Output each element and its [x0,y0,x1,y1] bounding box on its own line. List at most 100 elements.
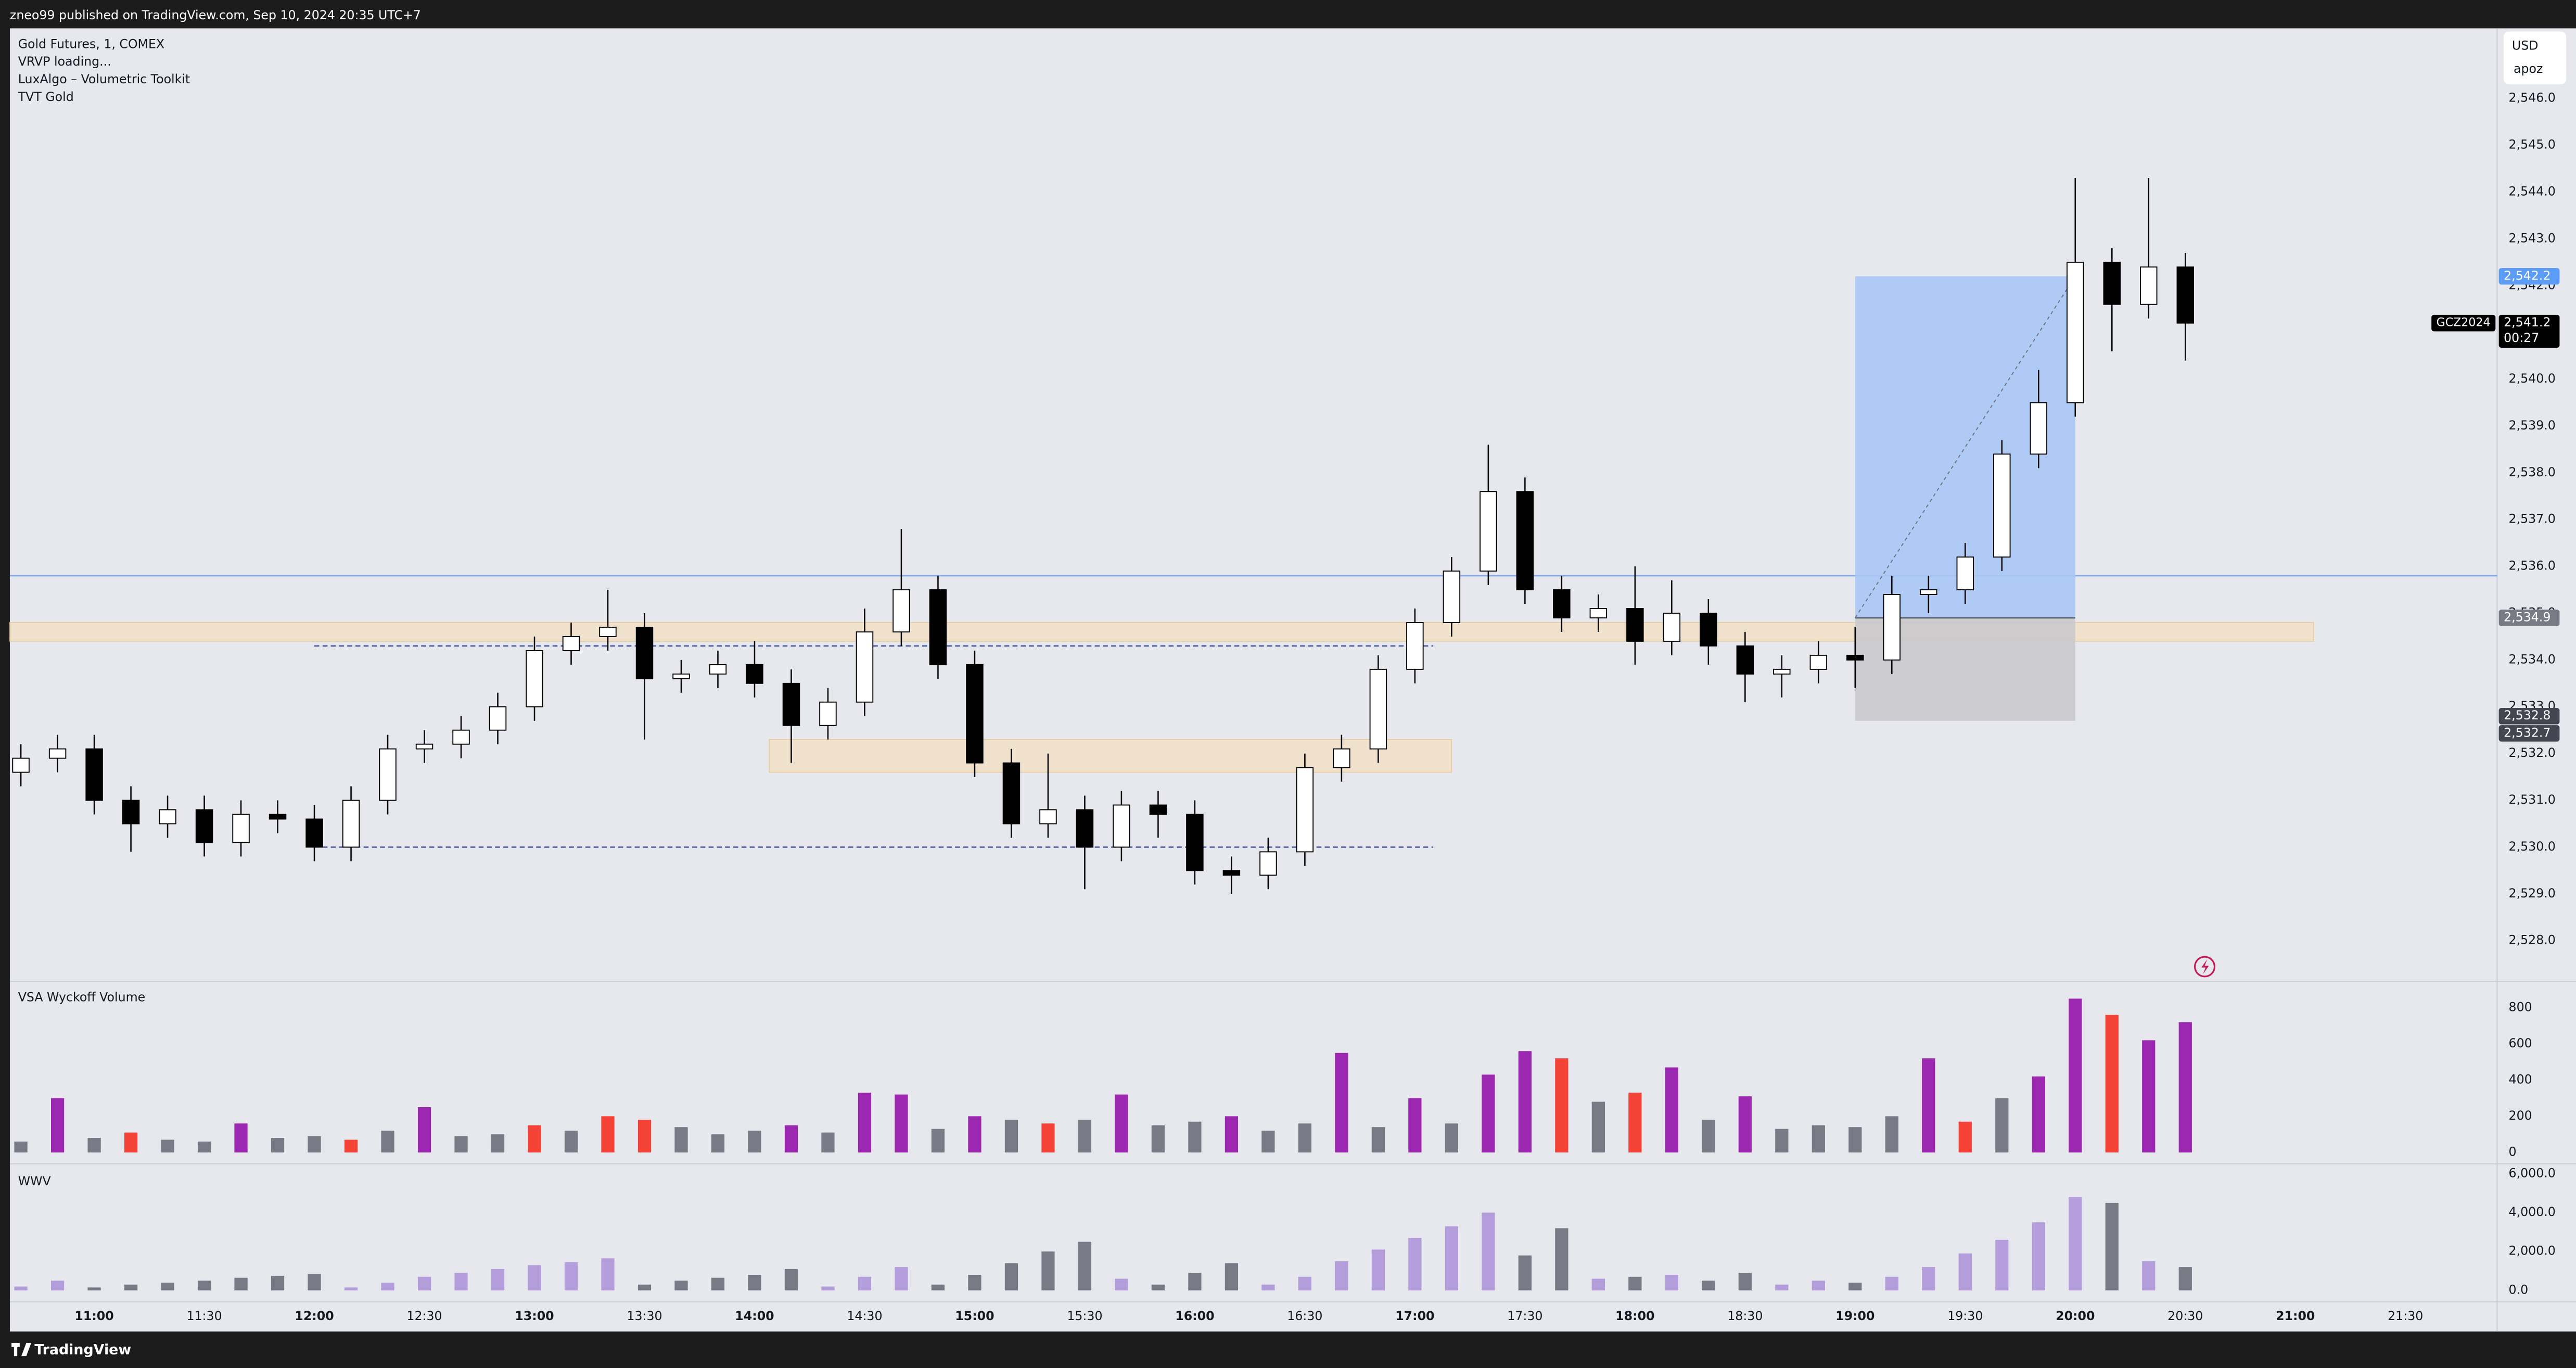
y-tick-label: 2,539.0 [2509,418,2556,433]
volume-bar [381,1131,394,1152]
x-tick-label: 18:30 [1727,1309,1763,1323]
volume-bar [931,1284,945,1290]
volume-bar [381,1283,394,1290]
volume-bar [1445,1123,1459,1152]
volume-bar [1482,1212,1495,1290]
volume-bar [1848,1283,1862,1290]
countdown: 00:27 [2504,331,2539,345]
scale-mode[interactable]: apoz [2514,61,2543,76]
volume-bar [1702,1120,1715,1152]
pane-title: WWV [18,1174,51,1188]
x-tick-label: 14:30 [847,1309,882,1323]
candle-body [1296,767,1314,853]
volume-bar [161,1139,174,1152]
volume-bar [1188,1273,1202,1290]
volume-bar [1041,1251,1055,1290]
volume-bar [1188,1121,1202,1152]
volume-bar [1591,1101,1605,1152]
currency-box[interactable] [2504,31,2567,84]
volume-bar [674,1127,688,1152]
volume-bar [234,1123,248,1152]
symbol: GCZ2024 [2437,316,2491,330]
currency[interactable]: USD [2512,39,2539,53]
y-tick-label: 2,532.0 [2509,745,2556,760]
volume-bar [2178,1267,2192,1290]
y-tick-label: 200 [2509,1108,2532,1123]
y-tick-label: 6,000.0 [2509,1166,2556,1180]
volume-bar [1298,1276,1312,1290]
volume-bar [1555,1228,1568,1290]
volume-bar [87,1287,101,1290]
candle-body [709,664,727,675]
volume-bar [637,1284,652,1290]
volume-bar [234,1277,248,1290]
candle-body [1553,589,1571,618]
candle-body [379,748,397,801]
x-tick-label: 21:30 [2388,1309,2423,1323]
candle-body [1443,571,1461,623]
volume-bar [2105,1015,2119,1152]
volume-bar [2142,1261,2156,1290]
candle-body [635,626,654,679]
candle-body [1406,622,1424,670]
volume-bar [1591,1278,1605,1290]
volume-bar [784,1269,798,1290]
candle-body [966,664,984,764]
volume-bar [821,1286,835,1290]
x-tick-label: 18:00 [1615,1309,1654,1323]
x-tick-label: 11:00 [74,1309,113,1323]
alert-icon[interactable] [2194,956,2216,978]
volume-bar [1445,1226,1459,1290]
last-price-box [2498,314,2560,348]
volume-bar [748,1131,761,1152]
volume-bar [1775,1284,1789,1290]
legend-item: TVT Gold [18,90,74,104]
x-tick-label: 13:30 [627,1309,662,1323]
volume-bar [1665,1275,1678,1290]
y-tick-label: 2,530.0 [2509,839,2556,854]
candle-body [1736,645,1754,675]
volume-bar [2032,1222,2045,1290]
candle-body [342,800,360,848]
volume-bar [895,1094,908,1152]
volume-bar [87,1138,101,1152]
volume-bar [528,1265,541,1290]
candle-body [1369,668,1387,750]
volume-bar [674,1281,688,1290]
candle-body [2067,261,2084,403]
legend-item: VRVP loading... [18,54,111,69]
volume-bar [197,1281,211,1290]
volume-bar [1812,1125,1825,1152]
price-label: 2,542.2 [2504,268,2551,283]
candle-body [1333,748,1350,768]
candle-body [1186,814,1204,871]
volume-bar [2032,1076,2045,1152]
candle-body [1076,809,1094,848]
x-tick-label: 20:30 [2167,1309,2203,1323]
volume-bar [2069,1197,2082,1290]
candle-body [489,706,507,731]
candle-body [1700,613,1717,647]
volume-bar [858,1276,872,1290]
y-tick-label: 2,546.0 [2509,91,2556,105]
candle-body [1002,762,1021,825]
volume-bar [968,1116,981,1152]
volume-bar [1885,1276,1898,1290]
x-tick-label: 15:00 [955,1309,994,1323]
price-label-box [2498,707,2560,725]
volume-bar [1958,1121,1972,1152]
volume-bar [14,1142,28,1152]
volume-bar [2069,998,2082,1152]
candle-body [48,748,67,759]
volume-bar [895,1267,908,1290]
volume-bar [124,1284,138,1290]
candle-body [1589,608,1608,618]
volume-bar [858,1093,872,1152]
volume-bar [491,1134,505,1152]
y-tick-label: 2,544.0 [2509,184,2556,199]
volume-bar [564,1131,578,1152]
x-tick-label: 16:30 [1287,1309,1322,1323]
volume-bar [1004,1263,1018,1290]
volume-bar [417,1107,431,1152]
